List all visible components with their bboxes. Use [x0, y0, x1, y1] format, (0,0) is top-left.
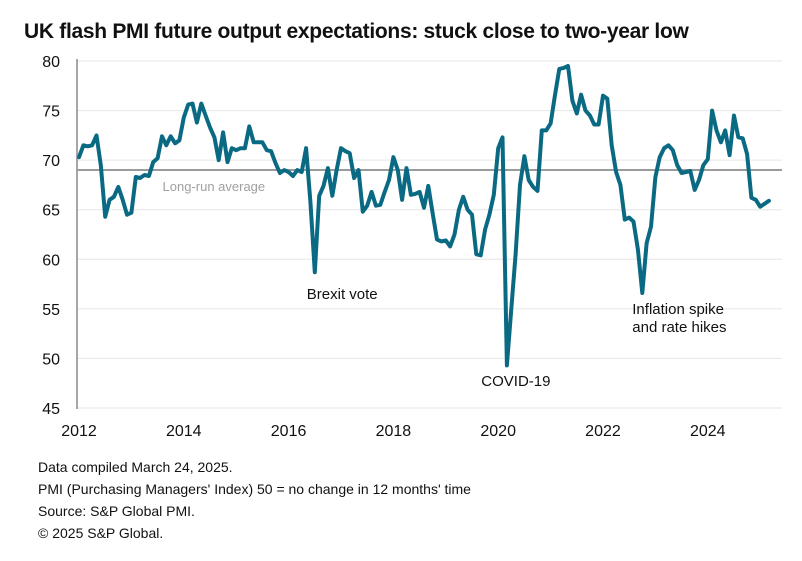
y-tick-label: 45 — [42, 401, 60, 418]
x-axis-ticks: 2012 2014 2016 2018 2020 2022 2024 — [61, 423, 725, 440]
x-tick-label: 2018 — [376, 423, 412, 440]
footer-data-compiled: Data compiled March 24, 2025. — [38, 459, 233, 475]
y-tick-label: 65 — [42, 203, 60, 220]
x-tick-label: 2020 — [480, 423, 516, 440]
annotation-inflation-spike: Inflation spike — [632, 301, 724, 318]
annotation-rate-hikes: and rate hikes — [632, 319, 726, 336]
y-tick-label: 70 — [42, 153, 60, 170]
annotation-covid-19: COVID-19 — [481, 373, 550, 390]
y-tick-label: 80 — [42, 54, 60, 71]
footer-copyright: © 2025 S&P Global. — [38, 525, 164, 541]
footer-pmi-note: PMI (Purchasing Managers' Index) 50 = no… — [38, 481, 471, 497]
x-tick-label: 2012 — [61, 423, 97, 440]
y-axis-ticks: 45 50 55 60 65 70 75 80 — [42, 54, 60, 418]
series-line-future-output-expectations — [77, 64, 771, 368]
y-tick-label: 55 — [42, 302, 60, 319]
x-tick-label: 2022 — [585, 423, 621, 440]
annotation-brexit-vote: Brexit vote — [307, 286, 378, 303]
chart-footer: Data compiled March 24, 2025. PMI (Purch… — [38, 456, 471, 544]
y-tick-label: 75 — [42, 104, 60, 121]
x-tick-label: 2014 — [166, 423, 202, 440]
chart-title: UK flash PMI future output expectations:… — [24, 20, 689, 43]
gridlines — [77, 60, 782, 409]
x-tick-label: 2024 — [690, 423, 726, 440]
long-run-average-label: Long-run average — [163, 179, 266, 194]
footer-source: Source: S&P Global PMI. — [38, 503, 195, 519]
y-tick-label: 50 — [42, 351, 60, 368]
x-tick-label: 2016 — [271, 423, 307, 440]
y-tick-label: 60 — [42, 252, 60, 269]
